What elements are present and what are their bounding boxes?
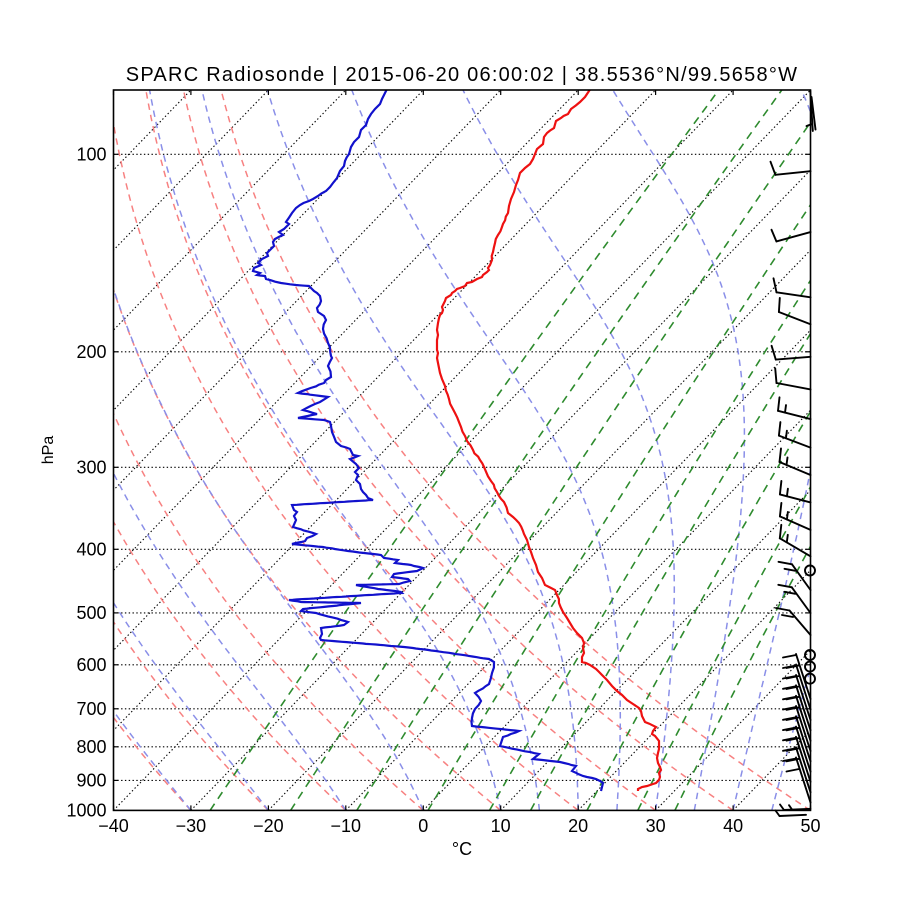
svg-text:10: 10 <box>491 816 511 836</box>
svg-text:600: 600 <box>76 655 106 675</box>
svg-text:900: 900 <box>76 771 106 791</box>
svg-text:200: 200 <box>76 342 106 362</box>
svg-text:−20: −20 <box>253 816 284 836</box>
svg-text:30: 30 <box>646 816 666 836</box>
svg-text:°C: °C <box>452 839 472 859</box>
svg-text:800: 800 <box>76 737 106 757</box>
svg-text:50: 50 <box>800 816 820 836</box>
svg-text:400: 400 <box>76 540 106 560</box>
svg-text:40: 40 <box>723 816 743 836</box>
svg-text:100: 100 <box>76 145 106 165</box>
svg-text:−10: −10 <box>331 816 362 836</box>
svg-text:hPa: hPa <box>40 436 57 465</box>
svg-text:700: 700 <box>76 699 106 719</box>
svg-text:−40: −40 <box>98 816 129 836</box>
svg-text:20: 20 <box>568 816 588 836</box>
svg-text:500: 500 <box>76 603 106 623</box>
svg-text:0: 0 <box>418 816 428 836</box>
svg-text:−30: −30 <box>176 816 207 836</box>
svg-text:SPARC Radiosonde | 2015-06-20: SPARC Radiosonde | 2015-06-20 06:00:02 |… <box>126 64 799 86</box>
svg-text:300: 300 <box>76 458 106 478</box>
